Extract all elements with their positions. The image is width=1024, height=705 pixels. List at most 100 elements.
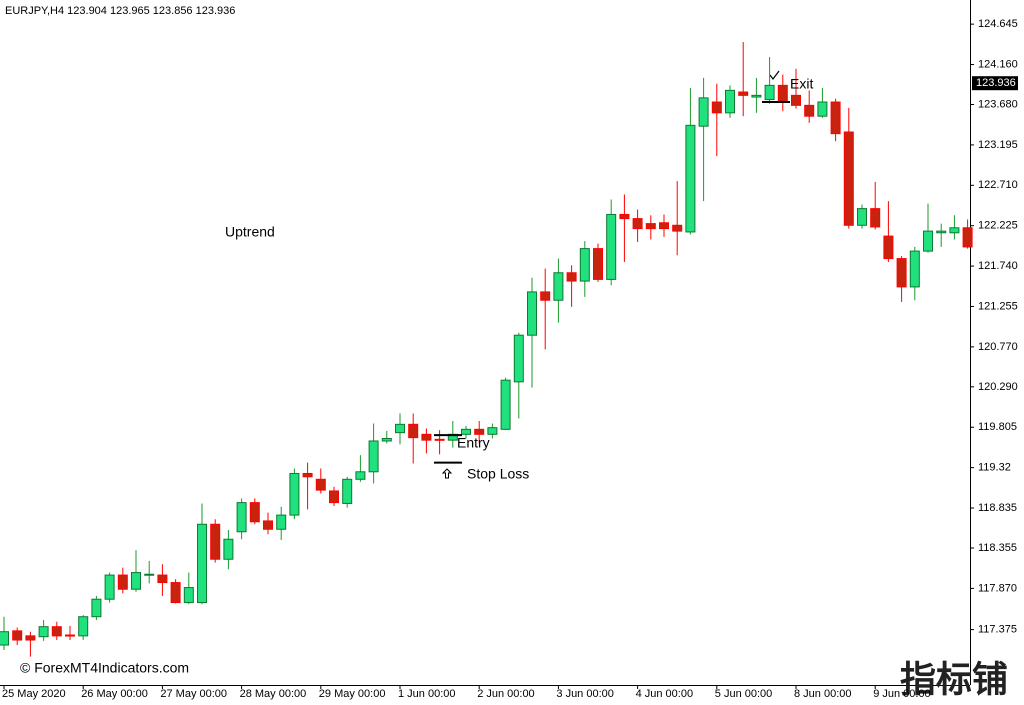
x-tick-label: 5 Jun 00:00 (715, 688, 773, 700)
x-tick-label: 1 Jun 00:00 (398, 688, 456, 700)
x-tick-label: 2 Jun 00:00 (477, 688, 535, 700)
candle-body (909, 250, 920, 288)
candle-body (197, 523, 207, 604)
candle-body (540, 291, 551, 301)
candle-body (817, 101, 828, 117)
annotation: Uptrend (225, 224, 275, 240)
candle-body (329, 490, 339, 504)
price-tag (972, 76, 1018, 91)
candle-body (896, 258, 907, 288)
candle-body (487, 427, 498, 435)
candle-body (830, 101, 841, 135)
y-tick-label: 123.680 (978, 98, 1018, 110)
candle-body (408, 423, 419, 439)
candle-body (738, 91, 749, 96)
y-tick-label: 117.375 (978, 624, 1017, 636)
candle-body (725, 89, 735, 114)
candle-body (843, 131, 854, 226)
candle-body (685, 124, 696, 233)
copyright: © ForexMT4Indicators.com (20, 660, 189, 676)
candle-body (395, 423, 405, 434)
x-tick-label: 4 Jun 00:00 (636, 688, 694, 700)
candle-body (0, 631, 9, 646)
candle-body (236, 502, 247, 533)
candle-body (65, 634, 75, 637)
candle-body (923, 230, 933, 252)
x-tick-label: 28 May 00:00 (240, 688, 307, 700)
candle-body (527, 291, 537, 336)
y-tick-label: 124.645 (978, 18, 1018, 30)
candle-body (659, 222, 669, 230)
candle-body (276, 514, 287, 530)
candle-body (144, 573, 155, 576)
y-tick-label: 122.710 (978, 179, 1018, 191)
y-tick-label: 118.835 (978, 502, 1017, 514)
y-tick-label: 119.32 (978, 462, 1011, 474)
candle-body (870, 208, 881, 228)
candle-body (936, 230, 947, 234)
candle-body (500, 379, 511, 430)
candle-body (672, 224, 683, 232)
price-tag-label: 123.936 (976, 77, 1016, 89)
candle-body (606, 213, 617, 280)
candle-body (25, 635, 36, 641)
candle-body (804, 104, 815, 117)
candle-body (949, 227, 960, 234)
candle-body (210, 523, 221, 560)
x-tick-label: 29 May 00:00 (319, 688, 386, 700)
candle-body (619, 213, 630, 220)
candle-body (553, 272, 564, 301)
candle-body (566, 272, 577, 282)
candle-body (315, 478, 326, 491)
x-tick-label: 9 Jun 00:00 (873, 688, 931, 700)
y-tick-label: 120.290 (978, 381, 1018, 393)
candle-body (857, 208, 867, 226)
chart-header: EURJPY,H4 123.904 123.965 123.856 123.93… (5, 5, 235, 17)
y-tick-label: 121.255 (978, 300, 1018, 312)
candle-body (474, 428, 485, 435)
candle-body (381, 437, 392, 442)
candle-body (51, 626, 62, 637)
candle-body (751, 94, 762, 98)
candle-body (38, 626, 49, 638)
candle-body (698, 97, 709, 127)
candle-body (883, 235, 894, 260)
check-icon (769, 70, 780, 80)
candle-body (421, 433, 432, 441)
candle-body (157, 574, 168, 584)
candle-body (170, 582, 181, 604)
level-label: Stop Loss (467, 466, 529, 482)
x-tick-label: 3 Jun 00:00 (556, 688, 614, 700)
y-tick-label: 123.195 (978, 139, 1018, 151)
watermark: 指标铺 (900, 659, 1008, 700)
x-tick-label: 8 Jun 00:00 (794, 688, 852, 700)
level-label: Exit (790, 76, 813, 92)
candle-body (645, 223, 656, 230)
y-tick-label: 122.225 (978, 220, 1018, 232)
arrow-icon (441, 468, 453, 479)
x-tick-label: 27 May 00:00 (160, 688, 227, 700)
candle-body (342, 478, 353, 504)
y-tick-label: 117.870 (978, 582, 1017, 594)
x-tick-label: 26 May 00:00 (81, 688, 148, 700)
candle-body (513, 334, 524, 383)
candle-body (91, 598, 102, 618)
candle-body (434, 438, 445, 441)
candle-body (711, 101, 722, 114)
candle-body (223, 538, 234, 560)
candle-body (791, 94, 801, 106)
candle-body (302, 472, 313, 478)
candle-body (368, 440, 379, 473)
candle-body (764, 84, 775, 101)
y-tick-label: 121.740 (978, 260, 1018, 272)
x-tick-label: 25 May 2020 (2, 688, 66, 700)
y-tick-label: 124.160 (978, 58, 1018, 70)
candle-body (104, 574, 115, 600)
candle-body (579, 248, 590, 282)
y-tick-label: 118.355 (978, 542, 1017, 554)
candle-body (962, 227, 973, 248)
candle-body (78, 616, 89, 637)
candle-body (461, 428, 471, 435)
